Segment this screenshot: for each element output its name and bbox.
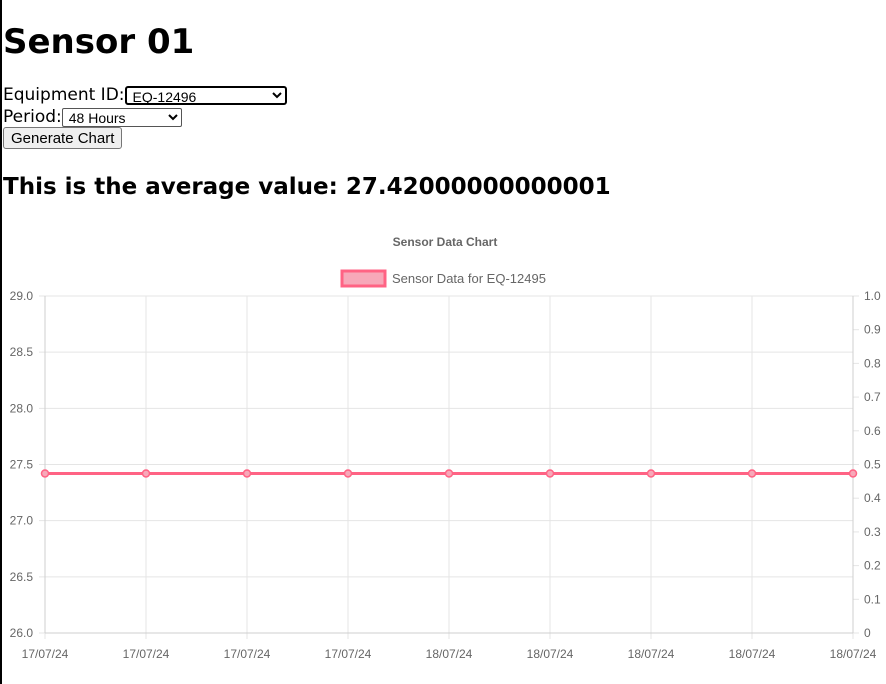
x-tick-label: 18/07/24	[628, 647, 675, 661]
y-tick-label: 29.0	[10, 289, 34, 303]
data-point	[444, 469, 454, 478]
data-point	[242, 469, 252, 478]
y-tick-label: 28.5	[10, 345, 34, 359]
y-tick-label: 27.0	[10, 514, 34, 528]
data-point	[545, 469, 555, 478]
x-tick-label: 18/07/24	[527, 647, 574, 661]
y-tick-label: 26.0	[10, 626, 34, 640]
y2-tick-label: 0.7	[864, 390, 881, 404]
x-tick-label: 17/07/24	[22, 647, 69, 661]
generate-chart-button[interactable]: Generate Chart	[3, 127, 123, 149]
period-row: Period: 48 Hours	[3, 106, 182, 128]
y2-tick-label: 0.5	[864, 458, 881, 472]
y-tick-label: 28.0	[10, 401, 34, 415]
y2-tick-label: 0	[864, 626, 871, 640]
equipment-select[interactable]: EQ-12496	[124, 85, 287, 105]
chart-title: Sensor Data Chart	[393, 235, 498, 249]
data-point	[747, 469, 757, 478]
period-label: Period:	[3, 107, 62, 127]
y2-tick-label: 1.0	[864, 289, 881, 303]
x-tick-label: 17/07/24	[123, 647, 170, 661]
period-select[interactable]: 48 Hours	[61, 107, 182, 127]
x-tick-label: 17/07/24	[325, 647, 372, 661]
equipment-row: Equipment ID: EQ-12496	[3, 84, 287, 106]
data-point	[40, 469, 50, 478]
y2-tick-label: 0.4	[864, 491, 881, 505]
equipment-label: Equipment ID:	[3, 85, 125, 105]
y2-tick-label: 0.6	[864, 424, 881, 438]
y2-tick-label: 0.8	[864, 356, 881, 370]
page-title: Sensor 01	[3, 22, 195, 62]
y-tick-label: 26.5	[10, 570, 34, 584]
x-tick-label: 17/07/24	[224, 647, 271, 661]
x-tick-label: 18/07/24	[426, 647, 473, 661]
data-point	[141, 469, 151, 478]
data-point	[848, 469, 858, 478]
y2-tick-label: 0.3	[864, 525, 881, 539]
x-tick-label: 18/07/24	[830, 647, 877, 661]
data-point	[343, 469, 353, 478]
data-point	[646, 469, 656, 478]
legend-swatch[interactable]	[340, 269, 387, 288]
average-value-heading: This is the average value: 27.4200000000…	[3, 174, 611, 200]
legend-label[interactable]: Sensor Data for EQ-12495	[392, 271, 546, 286]
y2-tick-label: 0.2	[864, 559, 881, 573]
y2-tick-label: 0.9	[864, 323, 881, 337]
y2-tick-label: 0.1	[864, 592, 881, 606]
y-tick-label: 27.5	[10, 458, 34, 472]
x-tick-label: 18/07/24	[729, 647, 776, 661]
